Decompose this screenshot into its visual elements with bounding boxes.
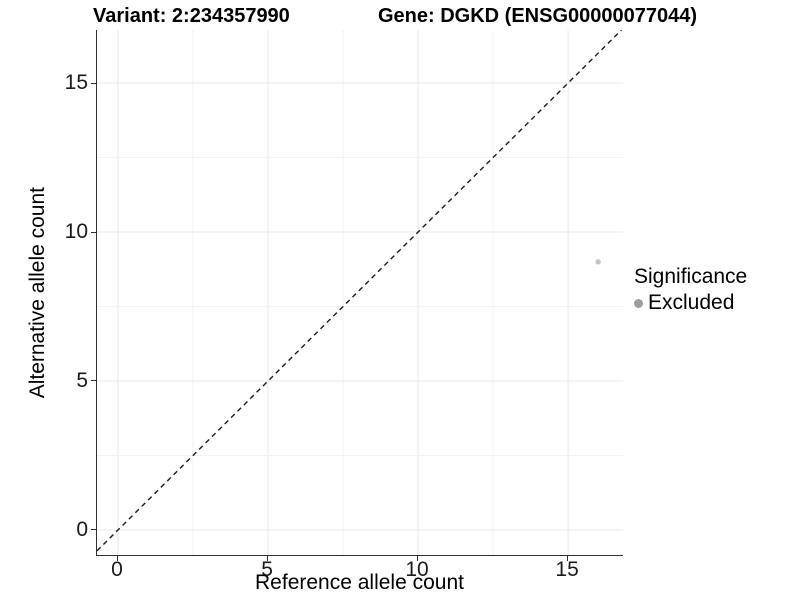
chart-canvas	[97, 30, 623, 555]
x-tick-label: 5	[261, 558, 273, 581]
y-axis-title: Alternative allele count	[16, 30, 60, 556]
identity-reference-line	[97, 30, 622, 552]
y-tick-label: 15	[64, 71, 88, 95]
x-tick-label: 0	[111, 558, 123, 581]
plot-panel	[96, 30, 623, 556]
legend-key-dot-icon	[634, 298, 643, 308]
y-tick-mark	[91, 82, 96, 84]
x-tick-label: 10	[405, 558, 429, 581]
legend-entry-label: Excluded	[648, 291, 735, 314]
y-tick-mark	[91, 529, 96, 531]
x-tick-mark	[566, 556, 568, 561]
y-tick-mark	[91, 380, 96, 382]
y-axis-title-text: Alternative allele count	[26, 187, 49, 399]
y-tick-label: 5	[76, 368, 88, 392]
legend: Significance Excluded	[634, 264, 798, 315]
legend-title: Significance	[634, 265, 748, 288]
plot-title-gene: Gene: DGKD (ENSG00000077044)	[378, 5, 698, 27]
y-tick-label: 10	[64, 220, 88, 243]
data-point	[595, 259, 601, 265]
x-axis-title: Reference allele count	[255, 571, 464, 594]
legend-entry-excluded: Excluded	[634, 291, 798, 315]
x-tick-mark	[416, 556, 418, 561]
x-tick-label: 15	[555, 558, 579, 581]
x-tick-mark	[116, 556, 118, 561]
x-tick-mark	[266, 556, 268, 561]
plot-title-variant: Variant: 2:234357990	[93, 5, 290, 27]
y-tick-label: 0	[76, 517, 88, 541]
y-tick-mark	[91, 231, 96, 233]
